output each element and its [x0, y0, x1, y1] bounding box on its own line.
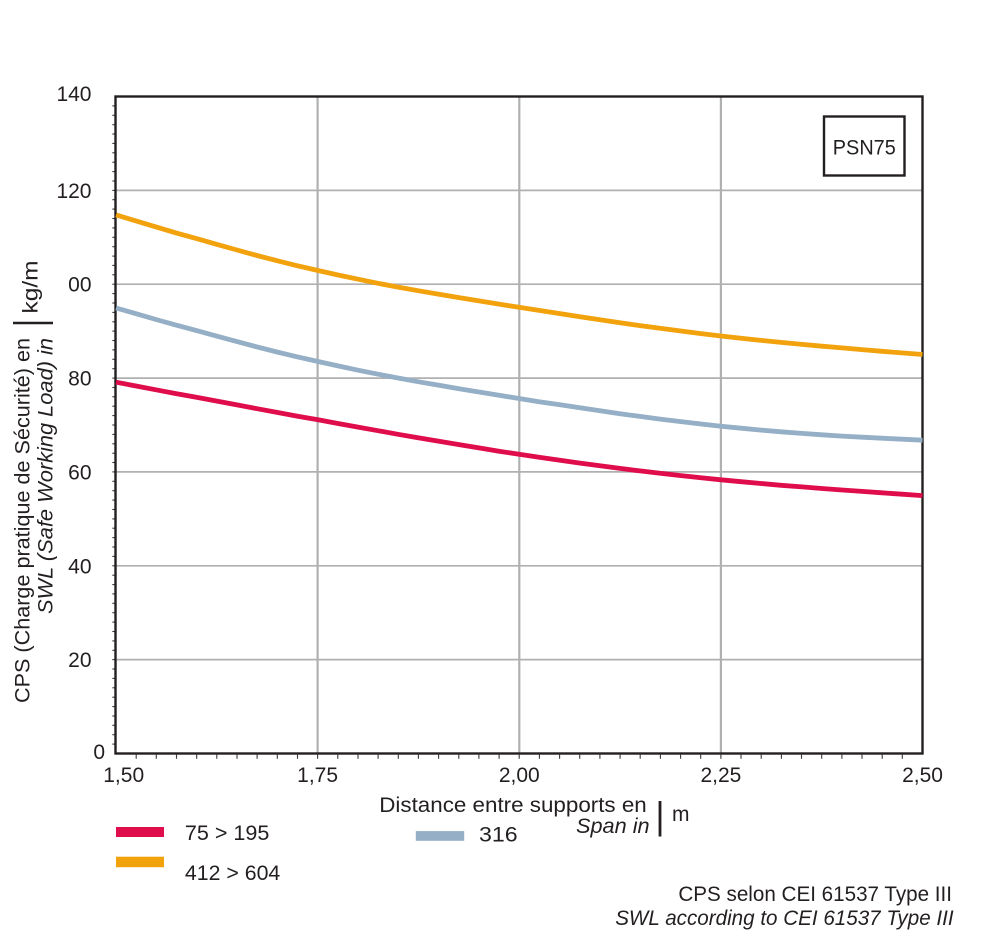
svg-text:00: 00	[68, 274, 91, 297]
svg-text:0: 0	[93, 741, 105, 764]
svg-text:PSN75: PSN75	[833, 137, 896, 160]
svg-text:316: 316	[479, 824, 518, 847]
svg-text:1,50: 1,50	[103, 764, 144, 787]
svg-text:412 > 604: 412 > 604	[185, 862, 281, 885]
svg-text:20: 20	[68, 649, 91, 672]
svg-text:SWL according to CEI 61537 Typ: SWL according to CEI 61537 Type III	[615, 907, 954, 930]
svg-text:Distance entre supports en: Distance entre supports en	[379, 794, 647, 817]
svg-text:SWL (Safe Working Load) in: SWL (Safe Working Load) in	[35, 338, 58, 614]
svg-text:140: 140	[56, 83, 91, 106]
svg-text:CPS selon CEI 61537 Type III: CPS selon CEI 61537 Type III	[678, 883, 952, 906]
svg-text:2,50: 2,50	[902, 764, 943, 787]
svg-text:m: m	[672, 803, 690, 826]
svg-text:1,75: 1,75	[297, 764, 338, 787]
svg-text:60: 60	[68, 461, 91, 484]
svg-text:kg/m: kg/m	[20, 261, 43, 314]
svg-text:Span in: Span in	[576, 815, 650, 838]
svg-text:2,25: 2,25	[700, 764, 741, 787]
svg-text:40: 40	[68, 555, 91, 578]
svg-text:CPS (Charge pratique de Sécuri: CPS (Charge pratique de Sécurité) en	[12, 338, 35, 703]
svg-text:2,00: 2,00	[499, 764, 540, 787]
svg-text:80: 80	[68, 368, 91, 391]
svg-text:120: 120	[56, 180, 91, 203]
svg-text:75 > 195: 75 > 195	[185, 822, 270, 845]
